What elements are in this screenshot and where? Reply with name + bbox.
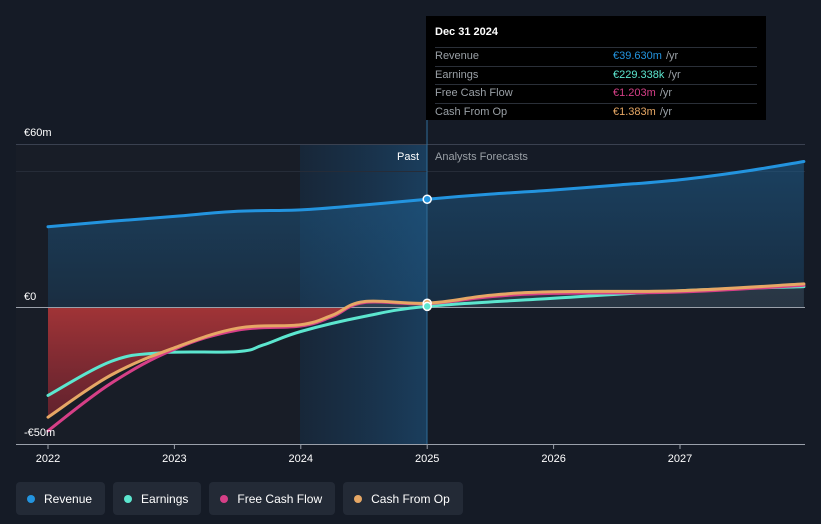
forecast-label: Analysts Forecasts	[435, 151, 528, 163]
earnings-highlight-point	[422, 301, 432, 312]
legend-label: Earnings	[141, 491, 189, 506]
legend-label: Cash From Op	[371, 491, 450, 506]
tooltip-series-value: €1.203m	[613, 87, 656, 99]
x-tick-label: 2027	[668, 453, 692, 465]
legend-label: Revenue	[44, 491, 93, 506]
tooltip-row: Revenue €39.630m/yr	[435, 47, 757, 66]
revenue-area	[48, 161, 804, 307]
tooltip-series-name: Revenue	[435, 50, 480, 62]
financial-chart: €60m €0 -€50m Past Analysts Forecasts 20…	[16, 16, 806, 465]
tooltip-unit: /yr	[665, 50, 679, 62]
tooltip: Dec 31 2024 Revenue €39.630m/yr Earnings €2…	[426, 16, 766, 120]
x-tick-label: 2024	[289, 453, 313, 465]
negative-area	[48, 307, 804, 418]
past-label: Past	[397, 151, 419, 163]
tooltip-series-name: Free Cash Flow	[435, 87, 513, 99]
tooltip-series-name: Cash From Op	[435, 105, 508, 118]
tooltip-series-value: €229.338k	[613, 68, 665, 81]
tooltip-unit: /yr	[668, 68, 681, 81]
legend-label: Free Cash Flow	[237, 491, 323, 506]
x-tick-label: 2026	[541, 453, 565, 465]
legend-dot-icon	[354, 494, 363, 503]
legend-dot-icon	[220, 494, 229, 503]
tooltip-row: Free Cash Flow €1.203m/yr	[435, 84, 757, 103]
y-label-bottom: -€50m	[24, 427, 55, 439]
legend-item-free-cash-flow[interactable]: Free Cash Flow	[209, 482, 336, 515]
legend-item-earnings[interactable]: Earnings	[113, 482, 202, 515]
tooltip-series-value: €39.630m	[613, 50, 662, 62]
tooltip-series-value: €1.383m	[613, 105, 656, 118]
tooltip-row: Earnings €229.338k/yr	[435, 65, 757, 85]
revenue-highlight-point	[422, 194, 432, 204]
cash-from-op-line	[46, 282, 806, 419]
tooltip-series-name: Earnings	[435, 68, 479, 81]
y-label-top: €60m	[24, 127, 52, 139]
x-tick-label: 2023	[162, 453, 186, 465]
x-tick-label: 2022	[36, 453, 60, 465]
legend-item-cash-from-op[interactable]: Cash From Op	[343, 482, 463, 515]
y-label-zero: €0	[24, 291, 36, 303]
tooltip-unit: /yr	[659, 105, 673, 118]
legend-dot-icon	[124, 494, 133, 503]
tooltip-unit: /yr	[659, 87, 673, 99]
tooltip-row: Cash From Op €1.383m/yr	[435, 102, 757, 122]
legend: Revenue Earnings Free Cash Flow Cash From O…	[16, 482, 463, 515]
cashflow-positive-area	[48, 283, 804, 307]
x-tick-label: 2025	[415, 453, 439, 465]
legend-item-revenue[interactable]: Revenue	[16, 482, 106, 515]
tooltip-date: Dec 31 2024	[435, 26, 498, 38]
legend-dot-icon	[27, 494, 35, 503]
